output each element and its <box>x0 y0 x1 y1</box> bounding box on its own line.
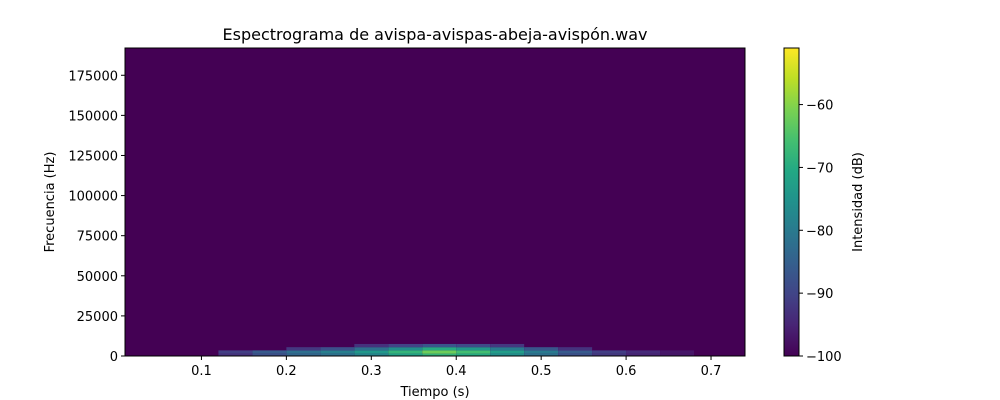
spectrogram-cell <box>626 353 661 356</box>
x-tick-label: 0.7 <box>701 364 722 379</box>
spectrogram-cell <box>286 347 321 351</box>
colorbar-tick-label: −70 <box>806 161 833 176</box>
spectrogram-cell <box>524 353 559 356</box>
spectrogram-cell <box>388 353 423 356</box>
x-axis-label: Tiempo (s) <box>399 385 469 400</box>
spectrogram-cell <box>490 350 525 354</box>
y-tick-label: 175000 <box>68 69 118 84</box>
spectrogram-cell <box>320 347 355 351</box>
x-tick-label: 0.6 <box>616 364 637 379</box>
y-tick-label: 0 <box>110 350 118 365</box>
spectrogram-cell <box>558 353 593 356</box>
spectrogram-cell <box>354 343 389 348</box>
x-tick-label: 0.2 <box>276 364 297 379</box>
x-tick-label: 0.1 <box>191 364 212 379</box>
x-tick-label: 0.4 <box>446 364 467 379</box>
x-tick-label: 0.3 <box>361 364 382 379</box>
spectrogram-cell <box>456 350 491 354</box>
spectrogram-cell <box>354 347 389 351</box>
spectrogram-cell <box>388 347 423 351</box>
plot-frame <box>124 47 746 357</box>
y-axis-label: Frecuencia (Hz) <box>43 152 58 253</box>
spectrogram-cell <box>456 347 491 351</box>
spectrogram-cell <box>490 353 525 356</box>
spectrogram-cell <box>422 343 457 348</box>
spectrogram-cell <box>354 350 389 354</box>
spectrogram-cell <box>422 347 457 351</box>
chart-title: Espectrograma de avispa-avispas-abeja-av… <box>223 25 648 44</box>
spectrogram-cell <box>660 353 695 356</box>
spectrogram-cell <box>558 350 593 354</box>
y-tick-label: 50000 <box>77 270 118 285</box>
colorbar-label: Intensidad (dB) <box>851 152 866 252</box>
spectrogram-cell <box>252 350 287 354</box>
y-tick-label: 25000 <box>77 310 118 325</box>
spectrogram-cell <box>524 350 559 354</box>
spectrogram-cell <box>218 353 253 356</box>
spectrogram-cell <box>286 350 321 354</box>
colorbar-tick-label: −60 <box>806 99 833 114</box>
spectrogram-cell <box>524 347 559 351</box>
spectrogram-cell <box>660 350 695 354</box>
plot-background <box>125 48 745 356</box>
colorbar <box>783 47 800 357</box>
spectrogram-cell <box>320 350 355 354</box>
spectrogram-cell <box>490 347 525 351</box>
colorbar-tick-label: −100 <box>806 350 842 365</box>
y-tick-label: 150000 <box>68 109 118 124</box>
spectrogram-cell <box>218 350 253 354</box>
spectrogram-cell <box>422 350 457 354</box>
y-axis-ticks: 0 25000 50000 75000 100000 125000 150000 175000 <box>68 69 125 365</box>
spectrogram-cell <box>388 350 423 354</box>
y-tick-label: 100000 <box>68 190 118 205</box>
y-tick-label: 75000 <box>77 230 118 245</box>
spectrogram-cell <box>490 343 525 348</box>
spectrogram-cell <box>286 353 321 356</box>
spectrogram-cell <box>592 350 627 354</box>
spectrogram-cell <box>354 353 389 356</box>
y-tick-label: 125000 <box>68 149 118 164</box>
spectrogram-cell <box>456 353 491 356</box>
spectrogram-cell <box>456 343 491 348</box>
spectrogram-cell <box>626 350 661 354</box>
x-axis-ticks: 0.1 0.2 0.3 0.4 0.5 0.6 0.7 <box>191 356 721 379</box>
spectrogram-cell <box>252 353 287 356</box>
spectrogram-cell <box>592 353 627 356</box>
x-tick-label: 0.5 <box>531 364 552 379</box>
spectrogram-cell <box>320 353 355 356</box>
spectrogram-cells <box>218 343 695 356</box>
colorbar-ticks: −100 −90 −80 −70 −60 <box>799 99 842 365</box>
colorbar-tick-label: −90 <box>806 287 833 302</box>
spectrogram-cell <box>422 353 457 356</box>
colorbar-tick-label: −80 <box>806 224 833 239</box>
spectrogram-cell <box>558 347 593 351</box>
spectrogram-cell <box>388 343 423 348</box>
